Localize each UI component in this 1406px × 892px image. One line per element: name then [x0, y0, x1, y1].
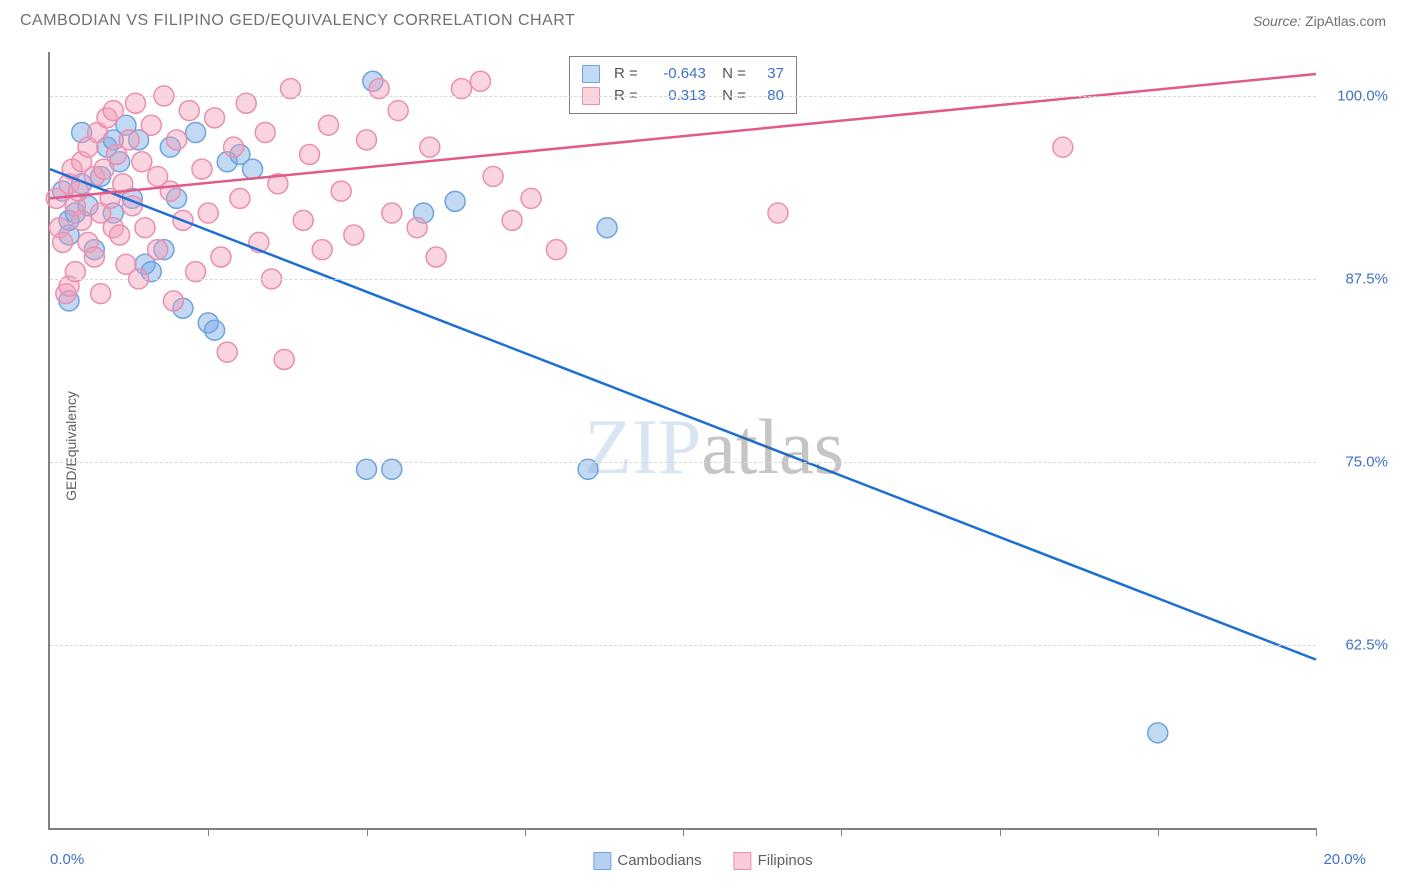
gridline	[50, 645, 1316, 646]
x-tick	[367, 828, 368, 836]
data-point	[84, 247, 104, 267]
data-point	[357, 130, 377, 150]
data-point	[141, 115, 161, 135]
scatter-plot-svg	[50, 52, 1316, 828]
data-point	[255, 123, 275, 143]
data-point	[502, 210, 522, 230]
data-point	[230, 188, 250, 208]
data-point	[331, 181, 351, 201]
x-axis-min-label: 0.0%	[50, 851, 84, 868]
data-point	[293, 210, 313, 230]
legend-label: Cambodians	[617, 852, 701, 869]
legend-swatch	[582, 65, 600, 83]
data-point	[312, 240, 332, 260]
x-tick	[1000, 828, 1001, 836]
data-point	[163, 291, 183, 311]
gridline	[50, 96, 1316, 97]
data-point	[420, 137, 440, 157]
data-point	[160, 181, 180, 201]
data-point	[224, 137, 244, 157]
chart-plot-area: ZIPatlas R =-0.643 N =37R =0.313 N =80	[48, 52, 1316, 830]
legend-swatch	[593, 852, 611, 870]
y-tick-label: 62.5%	[1345, 636, 1388, 653]
data-point	[217, 342, 237, 362]
legend-n-label: N =	[714, 63, 746, 85]
bottom-legend-item: Cambodians	[593, 852, 701, 870]
data-point	[243, 159, 263, 179]
legend-row: R = -0.643 N = 37	[582, 63, 784, 85]
bottom-legend-item: Filipinos	[734, 852, 813, 870]
y-tick-label: 75.0%	[1345, 453, 1388, 470]
data-point	[110, 225, 130, 245]
x-tick	[1316, 828, 1317, 836]
data-point	[382, 203, 402, 223]
data-point	[274, 349, 294, 369]
legend-r-value: -0.643	[646, 63, 706, 85]
gridline	[50, 462, 1316, 463]
data-point	[521, 188, 541, 208]
y-tick-label: 100.0%	[1337, 87, 1388, 104]
gridline	[50, 279, 1316, 280]
data-point	[205, 108, 225, 128]
data-point	[445, 191, 465, 211]
x-tick	[208, 828, 209, 836]
data-point	[319, 115, 339, 135]
data-point	[344, 225, 364, 245]
y-tick-label: 87.5%	[1345, 270, 1388, 287]
x-tick	[525, 828, 526, 836]
data-point	[205, 320, 225, 340]
x-tick	[1158, 828, 1159, 836]
chart-title: CAMBODIAN VS FILIPINO GED/EQUIVALENCY CO…	[20, 12, 575, 30]
legend-swatch	[734, 852, 752, 870]
source-name: ZipAtlas.com	[1305, 13, 1386, 29]
data-point	[470, 71, 490, 91]
data-point	[72, 210, 92, 230]
data-point	[148, 240, 168, 260]
legend-label: Filipinos	[758, 852, 813, 869]
data-point	[135, 218, 155, 238]
data-point	[186, 123, 206, 143]
data-point	[426, 247, 446, 267]
data-point	[388, 101, 408, 121]
data-point	[198, 203, 218, 223]
bottom-legend: Cambodians Filipinos	[593, 852, 812, 870]
data-point	[211, 247, 231, 267]
data-point	[1148, 723, 1168, 743]
stat-legend-box: R =-0.643 N =37R =0.313 N =80	[569, 56, 797, 114]
data-point	[132, 152, 152, 172]
data-point	[192, 159, 212, 179]
legend-n-value: 37	[754, 63, 784, 85]
data-point	[91, 284, 111, 304]
trend-line	[50, 169, 1316, 659]
data-point	[768, 203, 788, 223]
x-axis-max-label: 20.0%	[1323, 851, 1366, 868]
source-text: Source: ZipAtlas.com	[1253, 13, 1386, 29]
x-tick	[841, 828, 842, 836]
data-point	[546, 240, 566, 260]
source-label: Source:	[1253, 13, 1305, 29]
legend-r-label: R =	[614, 63, 638, 85]
data-point	[597, 218, 617, 238]
x-tick	[683, 828, 684, 836]
data-point	[300, 144, 320, 164]
data-point	[53, 232, 73, 252]
data-point	[179, 101, 199, 121]
data-point	[1053, 137, 1073, 157]
data-point	[407, 218, 427, 238]
data-point	[167, 130, 187, 150]
data-point	[119, 130, 139, 150]
data-point	[103, 101, 123, 121]
data-point	[483, 166, 503, 186]
